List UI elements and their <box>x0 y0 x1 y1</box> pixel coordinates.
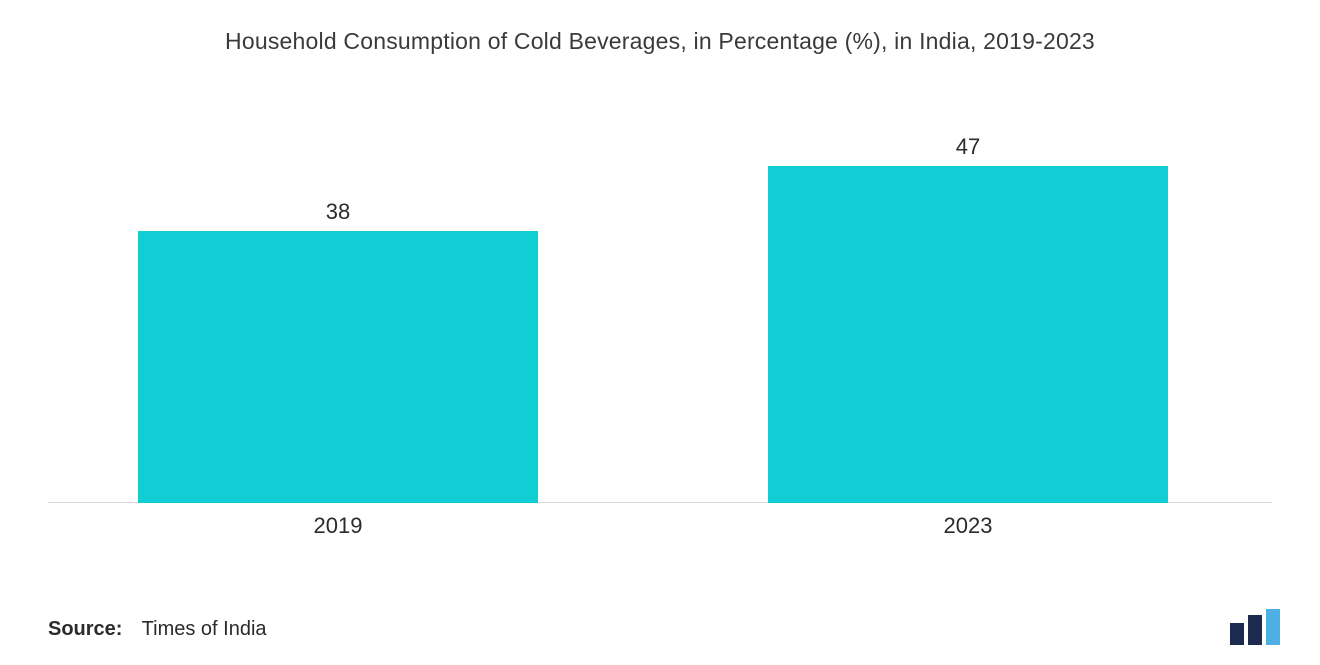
bar-group-0: 38 2019 <box>138 231 538 503</box>
logo-bar-2 <box>1248 615 1262 645</box>
source-attribution: Source: Times of India <box>48 618 267 641</box>
bar-group-1: 47 2023 <box>768 166 1168 503</box>
bar <box>138 231 538 503</box>
bar <box>768 166 1168 503</box>
chart-container: Household Consumption of Cold Beverages,… <box>0 0 1320 665</box>
bar-value-label: 47 <box>768 134 1168 160</box>
source-text: Times of India <box>142 618 267 640</box>
chart-title: Household Consumption of Cold Beverages,… <box>48 28 1272 55</box>
bar-category-label: 2023 <box>768 513 1168 539</box>
brand-logo-icon <box>1228 609 1284 645</box>
bar-value-label: 38 <box>138 199 538 225</box>
logo-bar-3 <box>1266 609 1280 645</box>
source-label: Source: <box>48 618 122 640</box>
logo-bar-1 <box>1230 623 1244 645</box>
plot-area: 38 2019 47 2023 <box>48 73 1272 543</box>
bar-category-label: 2019 <box>138 513 538 539</box>
